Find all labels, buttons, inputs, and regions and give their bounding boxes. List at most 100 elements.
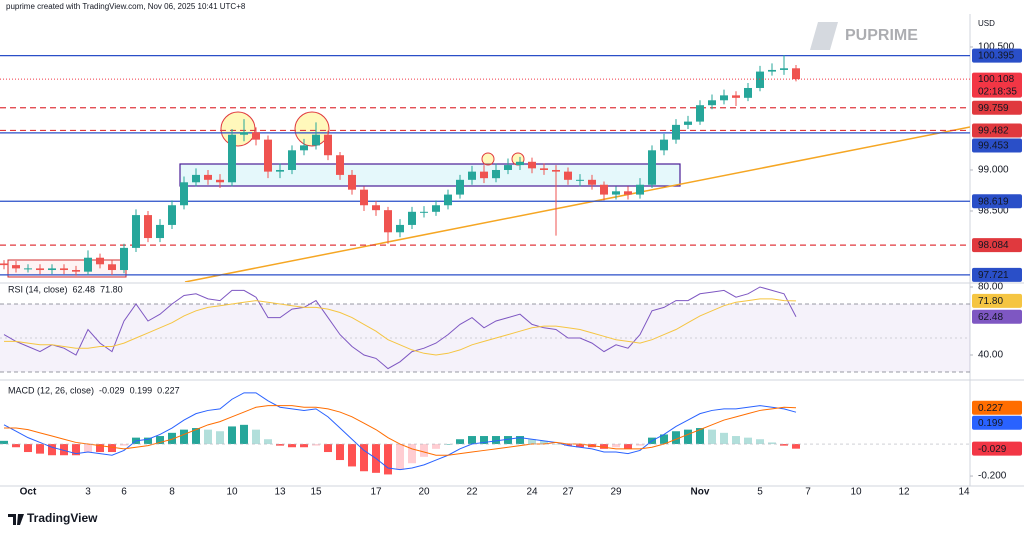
candle-body bbox=[336, 155, 344, 175]
price-label-box bbox=[972, 400, 1022, 415]
x-tick-label: 22 bbox=[466, 487, 478, 498]
candle-body bbox=[12, 265, 20, 269]
price-label-box bbox=[972, 123, 1022, 138]
price-label: 99.759 bbox=[978, 103, 1009, 114]
histogram-bar bbox=[360, 444, 368, 472]
trend-line bbox=[184, 126, 970, 282]
histogram-bar bbox=[324, 444, 332, 453]
highlight-circle bbox=[294, 111, 330, 147]
price-label: -0.029 bbox=[978, 444, 1007, 455]
watermark: PUPRIME bbox=[810, 22, 918, 50]
candle-body bbox=[660, 139, 668, 151]
histogram-bar bbox=[408, 444, 416, 464]
legend-value: 0.227 bbox=[157, 385, 180, 395]
histogram-bar bbox=[0, 440, 8, 445]
histogram-bar bbox=[468, 436, 476, 445]
price-label: 97.721 bbox=[978, 270, 1009, 281]
currency-label: USD bbox=[978, 19, 995, 28]
candle-body bbox=[768, 69, 776, 72]
candle-body bbox=[636, 184, 644, 195]
price-label-box bbox=[972, 100, 1022, 115]
candle-body bbox=[456, 179, 464, 195]
legend-value: 62.48 bbox=[73, 284, 96, 294]
histogram-bar bbox=[48, 444, 56, 456]
price-label: 100.395 bbox=[978, 51, 1015, 62]
candle-body bbox=[792, 68, 800, 80]
histogram-bar bbox=[396, 444, 404, 470]
histogram-bar bbox=[516, 436, 524, 445]
x-tick-label: 10 bbox=[850, 487, 862, 498]
candle-body bbox=[480, 171, 488, 179]
x-tick-label: 5 bbox=[757, 487, 763, 498]
x-tick-label: 27 bbox=[562, 487, 574, 498]
x-tick-label: 6 bbox=[121, 487, 127, 498]
candle-body bbox=[324, 134, 332, 156]
histogram-bar bbox=[708, 429, 716, 445]
histogram-bar bbox=[312, 444, 320, 446]
histogram-bar bbox=[24, 444, 32, 453]
histogram-bar bbox=[204, 429, 212, 445]
price-label-box bbox=[972, 415, 1022, 430]
candle-body bbox=[780, 68, 788, 70]
candle-body bbox=[516, 161, 524, 166]
histogram-bar bbox=[480, 436, 488, 445]
candle-body bbox=[504, 165, 512, 170]
x-tick-label: 3 bbox=[85, 487, 91, 498]
macd-plot bbox=[0, 392, 800, 475]
x-tick-label: 15 bbox=[310, 487, 322, 498]
candle-body bbox=[372, 205, 380, 211]
y-tick-label: 99.000 bbox=[978, 165, 1009, 176]
candle-body bbox=[732, 95, 740, 98]
histogram-bar bbox=[756, 439, 764, 445]
candle-body bbox=[444, 194, 452, 206]
candle-body bbox=[288, 150, 296, 170]
candle-body bbox=[744, 87, 752, 98]
candle-body bbox=[468, 171, 476, 180]
histogram-bar bbox=[564, 444, 572, 446]
candle-body bbox=[420, 211, 428, 213]
candle-body bbox=[204, 174, 212, 180]
x-tick-label: 20 bbox=[418, 487, 430, 498]
legend-title: MACD (12, 26, close) bbox=[8, 385, 94, 395]
histogram-bar bbox=[108, 444, 116, 453]
candle-body bbox=[0, 263, 8, 266]
histogram-bar bbox=[744, 437, 752, 445]
price-label: 99.482 bbox=[978, 126, 1009, 137]
histogram-bar bbox=[192, 428, 200, 445]
candle-body bbox=[708, 100, 716, 106]
price-label-box bbox=[972, 309, 1022, 324]
y-tick-label: 80.00 bbox=[978, 282, 1003, 293]
histogram-bar bbox=[240, 424, 248, 445]
histogram-bar bbox=[60, 444, 68, 456]
histogram-bar bbox=[36, 444, 44, 454]
price-label: 0.227 bbox=[978, 403, 1003, 414]
x-tick-label: 10 bbox=[226, 487, 238, 498]
candle-body bbox=[180, 182, 188, 206]
x-tick-label: 13 bbox=[274, 487, 286, 498]
candle-body bbox=[588, 179, 596, 185]
candle-body bbox=[84, 257, 92, 272]
legend-value: -0.029 bbox=[99, 385, 125, 395]
price-label-box bbox=[972, 72, 1022, 98]
candle-body bbox=[252, 132, 260, 140]
candle-body bbox=[264, 139, 272, 172]
histogram-bar bbox=[552, 444, 560, 445]
y-tick-label: 98.500 bbox=[978, 206, 1009, 217]
x-tick-label: 7 bbox=[805, 487, 811, 498]
histogram-bar bbox=[624, 444, 632, 449]
x-tick-label: 14 bbox=[958, 487, 970, 498]
histogram-bar bbox=[72, 444, 80, 456]
candle-body bbox=[240, 132, 248, 135]
candle-body bbox=[672, 124, 680, 140]
x-tick-label: 17 bbox=[370, 487, 382, 498]
price-label-box bbox=[972, 194, 1022, 209]
candle-body bbox=[396, 224, 404, 233]
histogram-bar bbox=[120, 444, 128, 446]
candle-body bbox=[600, 184, 608, 195]
histogram-bar bbox=[336, 444, 344, 461]
candle-body bbox=[492, 169, 500, 179]
candle-body bbox=[624, 191, 632, 195]
candle-body bbox=[300, 145, 308, 151]
price-label: 99.453 bbox=[978, 141, 1009, 152]
